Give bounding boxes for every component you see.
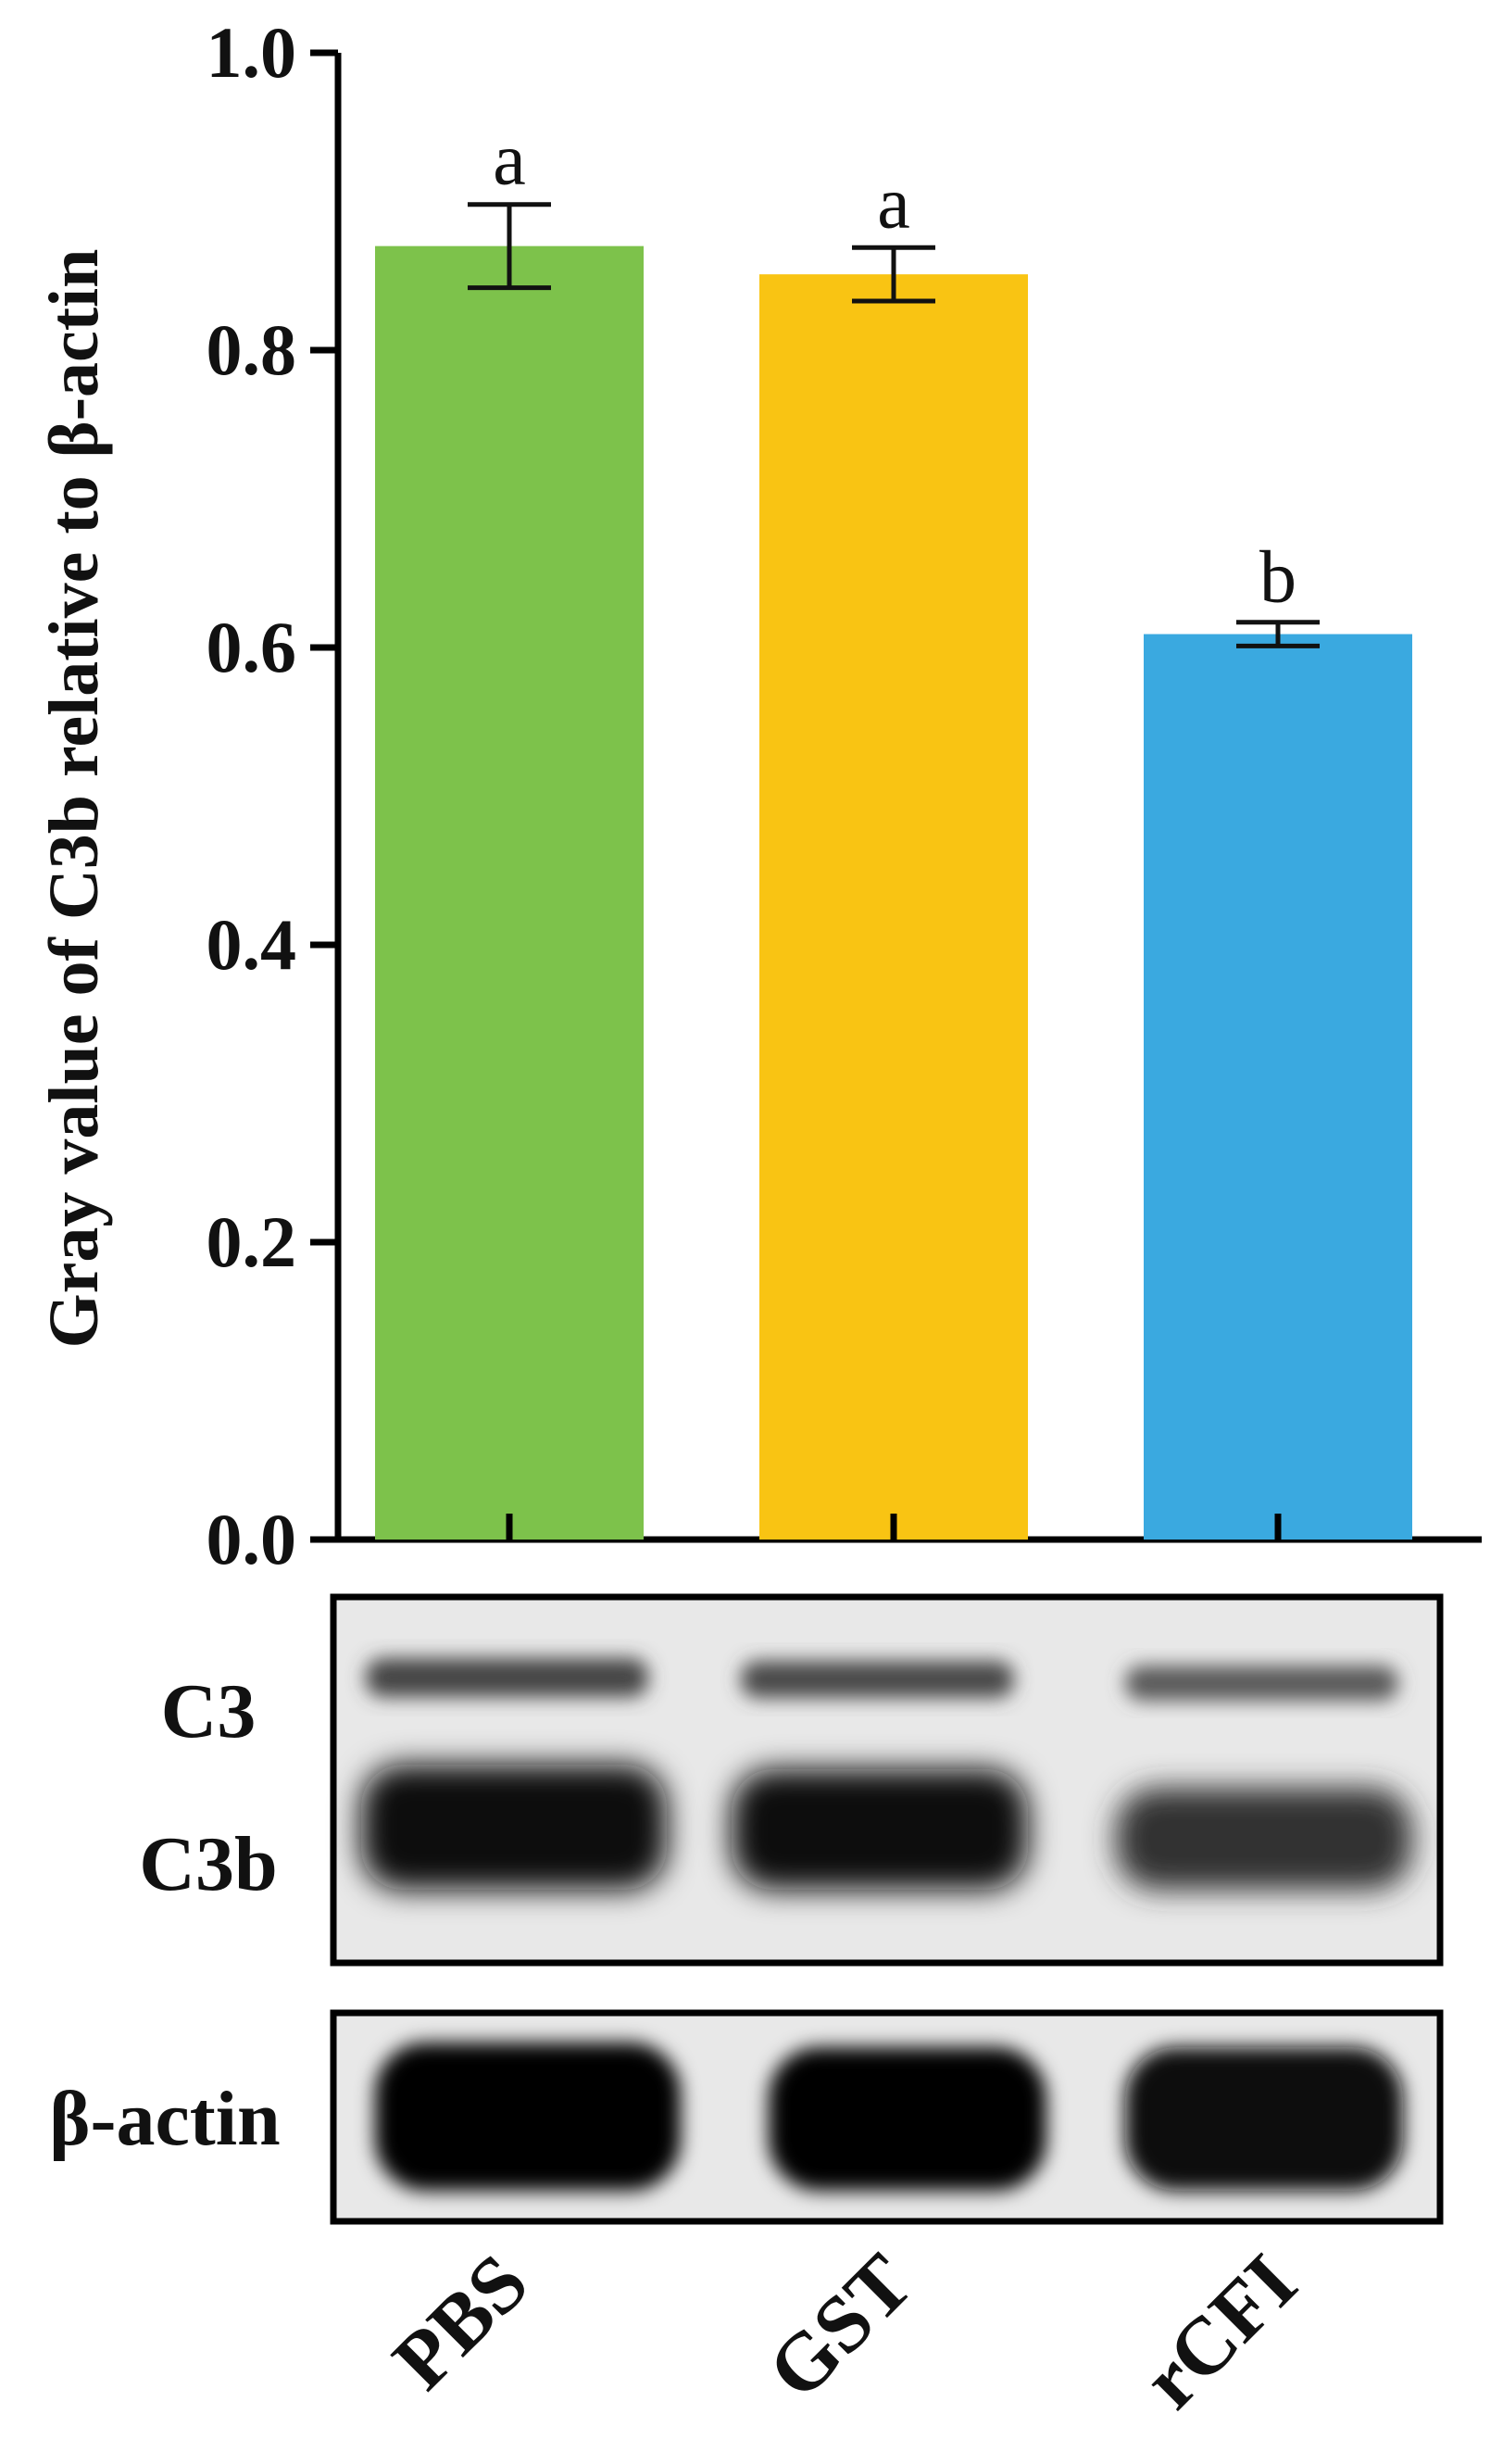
western-blot: C3 C3b β-actin	[49, 1593, 1444, 2225]
significance-letter: b	[1259, 537, 1296, 619]
y-tick-label: 0.0	[207, 1499, 297, 1579]
blot-upper-bands	[361, 1658, 1412, 1890]
blot-upper-frame	[330, 1593, 1444, 1967]
y-axis-label: Gray value of C3b relative to β-actin	[35, 249, 113, 1349]
bar-rcfi	[1144, 634, 1412, 1540]
significance-letter: a	[493, 119, 526, 201]
error-bar	[468, 202, 551, 291]
y-tick-label: 0.6	[207, 607, 297, 687]
significance-letter: a	[877, 162, 910, 244]
x-tick-labels: PBS GST rCFI	[376, 2238, 1314, 2426]
y-tick-label: 0.2	[207, 1201, 297, 1282]
x-tick-label-rcfi: rCFI	[1126, 2238, 1314, 2426]
bar-gst	[759, 274, 1028, 1540]
bar-chart: Gray value of C3b relative to β-actin 0.…	[35, 12, 1482, 1579]
bars: a a b	[375, 119, 1412, 1540]
error-bar	[1236, 620, 1320, 648]
blot-lower-bands	[375, 2043, 1403, 2191]
blot-label-c3b: C3b	[139, 1821, 277, 1907]
x-tick-label-pbs: PBS	[376, 2238, 545, 2407]
y-ticks: 0.0 0.2 0.4 0.6 0.8 1.0	[207, 12, 338, 1579]
y-tick-label: 1.0	[207, 12, 297, 93]
y-tick-label: 0.4	[207, 904, 297, 985]
x-tick-label-gst: GST	[751, 2238, 930, 2417]
blot-label-beta-actin: β-actin	[49, 2076, 281, 2162]
blot-lower-frame	[330, 2009, 1444, 2225]
y-tick-label: 0.8	[207, 309, 297, 390]
blot-label-c3: C3	[161, 1668, 257, 1754]
error-bar	[852, 245, 935, 304]
bar-pbs	[375, 245, 644, 1540]
